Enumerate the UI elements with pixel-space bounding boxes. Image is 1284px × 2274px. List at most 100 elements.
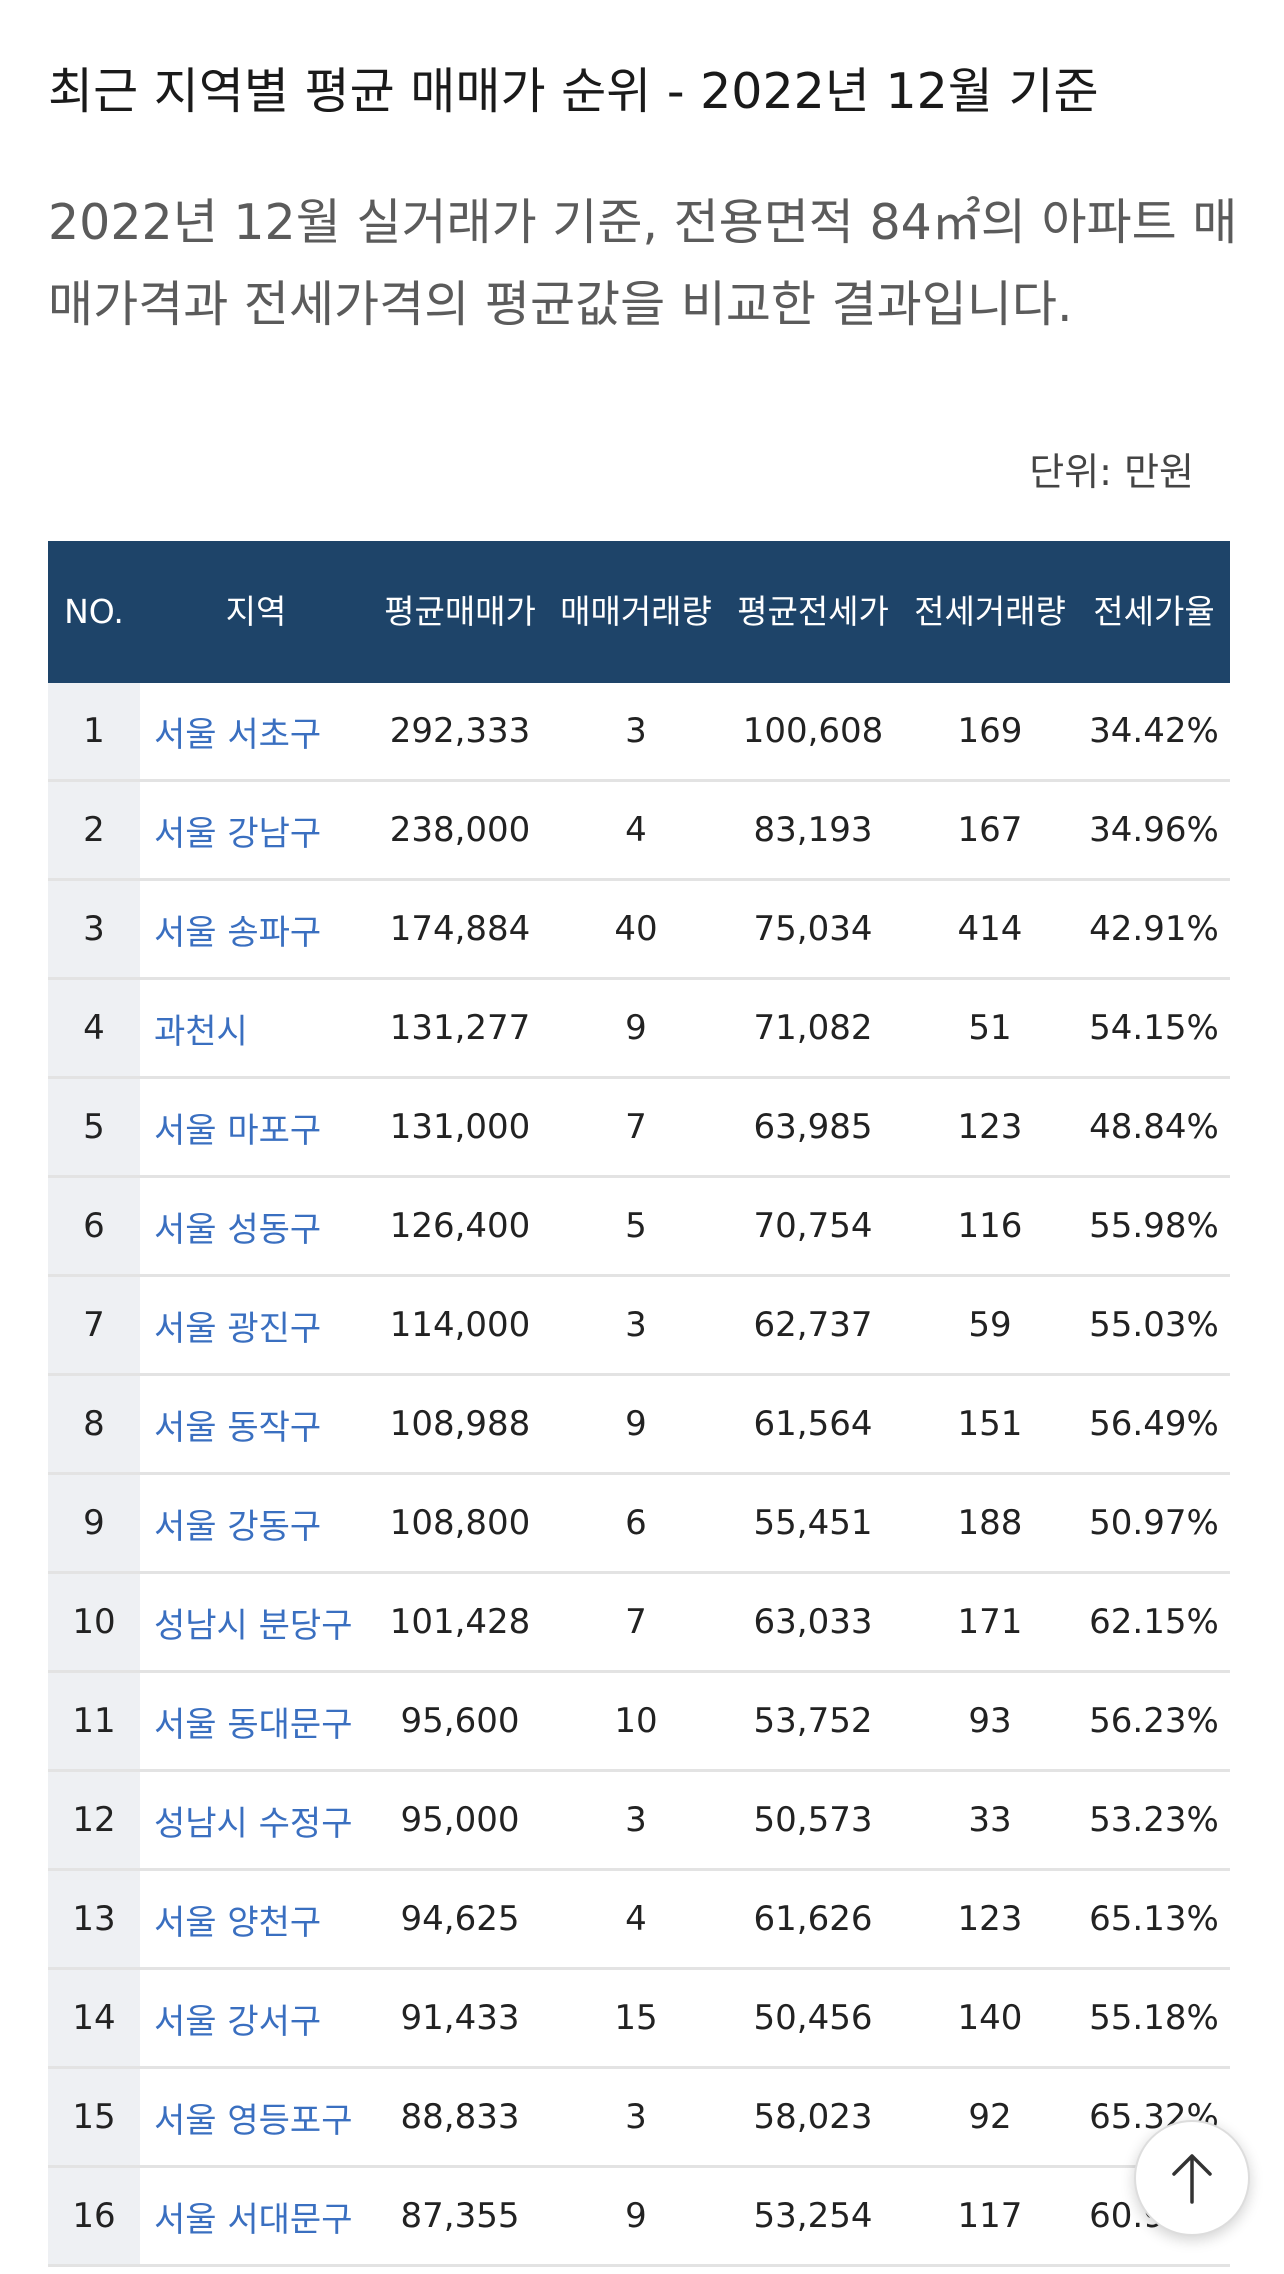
table-row: 9 서울 강동구 108,800 6 55,451 188 50.97% — [48, 1473, 1230, 1574]
avg-sale-price: 91,433 — [372, 1968, 548, 2069]
jeonse-ratio: 56.49% — [1078, 1374, 1230, 1475]
jeonse-ratio: 34.42% — [1078, 683, 1230, 782]
region-link[interactable]: 서울 광진구 — [140, 1275, 372, 1376]
avg-sale-price: 87,355 — [372, 2166, 548, 2267]
table-row: 1 서울 서초구 292,333 3 100,608 169 34.42% — [48, 683, 1230, 782]
sale-volume: 6 — [548, 1473, 724, 1574]
jeonse-volume: 93 — [902, 1671, 1078, 1772]
avg-sale-price: 114,000 — [372, 1275, 548, 1376]
avg-jeonse-price: 100,608 — [724, 683, 902, 782]
jeonse-ratio: 48.84% — [1078, 1077, 1230, 1178]
region-link[interactable]: 서울 서대문구 — [140, 2166, 372, 2267]
page-title: 최근 지역별 평균 매매가 순위 - 2022년 12월 기준 — [48, 63, 1099, 120]
avg-sale-price: 131,000 — [372, 1077, 548, 1178]
ranking-table: NO. 지역 평균매매가 매매거래량 평균전세가 전세거래량 전세가율 1 서울 서초구 292… — [48, 541, 1230, 2267]
region-link[interactable]: 서울 영등포구 — [140, 2067, 372, 2168]
header-avg-jeonse-price: 평균전세가 — [724, 541, 902, 683]
sale-volume: 4 — [548, 1869, 724, 1970]
sale-volume: 7 — [548, 1572, 724, 1673]
sale-volume: 3 — [548, 683, 724, 782]
table-row: 2 서울 강남구 238,000 4 83,193 167 34.96% — [48, 780, 1230, 881]
avg-jeonse-price: 50,573 — [724, 1770, 902, 1871]
header-sale-volume: 매매거래량 — [548, 541, 724, 683]
avg-sale-price: 88,833 — [372, 2067, 548, 2168]
region-link[interactable]: 서울 강서구 — [140, 1968, 372, 2069]
jeonse-volume: 92 — [902, 2067, 1078, 2168]
table-row: 10 성남시 분당구 101,428 7 63,033 171 62.15% — [48, 1572, 1230, 1673]
region-link[interactable]: 서울 마포구 — [140, 1077, 372, 1178]
table-row: 7 서울 광진구 114,000 3 62,737 59 55.03% — [48, 1275, 1230, 1376]
rank-no: 4 — [48, 978, 140, 1079]
region-link[interactable]: 서울 송파구 — [140, 879, 372, 980]
jeonse-ratio: 56.23% — [1078, 1671, 1230, 1772]
header-jeonse-volume: 전세거래량 — [902, 541, 1078, 683]
region-link[interactable]: 성남시 수정구 — [140, 1770, 372, 1871]
rank-no: 5 — [48, 1077, 140, 1178]
avg-sale-price: 95,000 — [372, 1770, 548, 1871]
avg-jeonse-price: 50,456 — [724, 1968, 902, 2069]
avg-sale-price: 126,400 — [372, 1176, 548, 1277]
region-link[interactable]: 성남시 분당구 — [140, 1572, 372, 1673]
sale-volume: 9 — [548, 978, 724, 1079]
avg-sale-price: 95,600 — [372, 1671, 548, 1772]
jeonse-volume: 169 — [902, 683, 1078, 782]
jeonse-volume: 51 — [902, 978, 1078, 1079]
sale-volume: 40 — [548, 879, 724, 980]
avg-jeonse-price: 75,034 — [724, 879, 902, 980]
sale-volume: 15 — [548, 1968, 724, 2069]
avg-jeonse-price: 61,564 — [724, 1374, 902, 1475]
rank-no: 3 — [48, 879, 140, 980]
jeonse-volume: 188 — [902, 1473, 1078, 1574]
table-body: 1 서울 서초구 292,333 3 100,608 169 34.42% 2 서울 강남구 23… — [48, 683, 1230, 2267]
region-link[interactable]: 서울 서초구 — [140, 683, 372, 782]
jeonse-ratio: 55.03% — [1078, 1275, 1230, 1376]
rank-no: 16 — [48, 2166, 140, 2267]
table-row: 5 서울 마포구 131,000 7 63,985 123 48.84% — [48, 1077, 1230, 1178]
rank-no: 11 — [48, 1671, 140, 1772]
table-row: 4 과천시 131,277 9 71,082 51 54.15% — [48, 978, 1230, 1079]
region-link[interactable]: 서울 동대문구 — [140, 1671, 372, 1772]
avg-sale-price: 131,277 — [372, 978, 548, 1079]
avg-sale-price: 174,884 — [372, 879, 548, 980]
avg-jeonse-price: 53,254 — [724, 2166, 902, 2267]
jeonse-volume: 171 — [902, 1572, 1078, 1673]
scroll-top-button[interactable] — [1134, 2120, 1250, 2236]
table-row: 6 서울 성동구 126,400 5 70,754 116 55.98% — [48, 1176, 1230, 1277]
jeonse-ratio: 55.98% — [1078, 1176, 1230, 1277]
rank-no: 2 — [48, 780, 140, 881]
avg-jeonse-price: 53,752 — [724, 1671, 902, 1772]
jeonse-volume: 123 — [902, 1869, 1078, 1970]
rank-no: 15 — [48, 2067, 140, 2168]
sale-volume: 10 — [548, 1671, 724, 1772]
region-link[interactable]: 서울 성동구 — [140, 1176, 372, 1277]
region-link[interactable]: 서울 동작구 — [140, 1374, 372, 1475]
region-link[interactable]: 과천시 — [140, 978, 372, 1079]
jeonse-ratio: 62.15% — [1078, 1572, 1230, 1673]
region-link[interactable]: 서울 강남구 — [140, 780, 372, 881]
rank-no: 7 — [48, 1275, 140, 1376]
arrow-up-icon — [1168, 2150, 1216, 2206]
avg-jeonse-price: 61,626 — [724, 1869, 902, 1970]
jeonse-ratio: 50.97% — [1078, 1473, 1230, 1574]
rank-no: 10 — [48, 1572, 140, 1673]
sale-volume: 5 — [548, 1176, 724, 1277]
region-link[interactable]: 서울 강동구 — [140, 1473, 372, 1574]
avg-sale-price: 108,800 — [372, 1473, 548, 1574]
jeonse-ratio: 42.91% — [1078, 879, 1230, 980]
table-row: 12 성남시 수정구 95,000 3 50,573 33 53.23% — [48, 1770, 1230, 1871]
avg-jeonse-price: 62,737 — [724, 1275, 902, 1376]
avg-sale-price: 238,000 — [372, 780, 548, 881]
region-link[interactable]: 서울 양천구 — [140, 1869, 372, 1970]
jeonse-volume: 151 — [902, 1374, 1078, 1475]
sale-volume: 9 — [548, 1374, 724, 1475]
table-header: NO. 지역 평균매매가 매매거래량 평균전세가 전세거래량 전세가율 — [48, 541, 1230, 683]
rank-no: 12 — [48, 1770, 140, 1871]
avg-sale-price: 108,988 — [372, 1374, 548, 1475]
jeonse-ratio: 34.96% — [1078, 780, 1230, 881]
table-row: 3 서울 송파구 174,884 40 75,034 414 42.91% — [48, 879, 1230, 980]
sale-volume: 7 — [548, 1077, 724, 1178]
avg-jeonse-price: 71,082 — [724, 978, 902, 1079]
jeonse-ratio: 54.15% — [1078, 978, 1230, 1079]
